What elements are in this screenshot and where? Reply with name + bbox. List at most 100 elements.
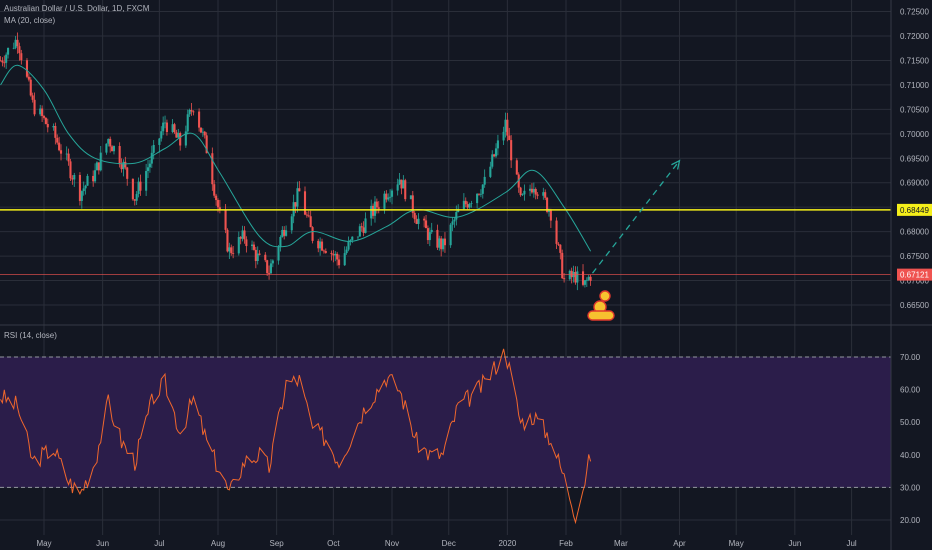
candle [585,277,588,287]
candle-body [203,131,206,136]
candle [491,150,494,169]
candle [508,127,511,141]
candle [0,56,2,62]
time-tick-label: Jun [96,539,109,548]
candle-body [494,148,498,157]
candle-body [424,220,428,229]
candle [56,134,59,145]
candle-body [309,216,312,228]
candle-body [52,126,55,128]
price-level-tags: 0.68449 0.67121 [897,203,932,281]
candle [179,131,182,151]
candle-body [466,204,469,208]
candle [413,210,416,223]
candle [54,122,57,145]
candle [481,184,484,199]
candle [375,198,378,214]
candle-body [370,205,373,219]
time-axis[interactable]: May Jun Jul Aug Sep Oct Nov Dec 2020 Feb Mar Apr May… [36,539,856,548]
candle [163,115,167,129]
rsi-axis[interactable]: 70.00 60.00 50.00 40.00 30.00 20.00 [900,353,921,525]
candle [581,264,585,287]
candle [201,128,204,137]
candle-body [468,203,471,208]
candle [80,190,83,209]
candle-body [358,226,361,237]
candle-body [296,188,299,207]
candle-body [559,244,562,253]
candle-body [58,142,61,151]
candle [370,199,373,226]
candle [396,178,399,196]
candle-body [80,191,83,201]
time-tick-label: Oct [327,539,340,548]
candle [587,274,590,282]
candle [69,158,72,182]
candle-body [237,237,240,254]
candle [271,259,274,268]
candle-body [576,271,579,283]
time-tick-label: May [729,539,744,548]
candle [546,196,549,214]
candle-body [199,127,203,133]
candle [430,222,433,234]
candle [228,242,231,259]
candle [506,112,509,142]
event-markers[interactable] [587,290,615,321]
candle-body [464,200,467,205]
candle-body [334,253,337,256]
candle-body [453,219,456,222]
candle-body [160,131,163,139]
candle [568,269,571,281]
candle [317,238,320,253]
candle-body [271,260,274,264]
price-tick-label: 0.68000 [900,228,929,237]
candle-body [570,270,573,278]
time-tick-label: Apr [673,539,686,548]
candle [95,161,99,171]
current-price-tag-bg [897,268,932,281]
candle-body [213,184,216,196]
event-marker-icon[interactable] [599,290,611,302]
resistance-tag-bg [897,203,932,216]
candle-body [131,178,134,200]
candle-body [557,243,560,245]
candle [464,197,467,208]
candle [296,181,299,213]
candle-body [232,253,235,254]
candle-body [373,201,377,216]
event-marker-icon[interactable] [587,310,615,321]
candle-body [95,162,99,171]
candle-body [29,79,32,96]
candle [213,180,216,198]
candle [337,254,341,269]
candle-body [303,191,307,215]
candle-body [345,249,348,254]
rsi-tick-label: 50.00 [900,418,921,427]
candle-body [71,178,74,180]
time-tick-label: 2020 [498,539,516,548]
candle [457,204,460,213]
candle [515,158,518,175]
candle-body [372,205,375,216]
candle-body [426,228,429,241]
candle [462,193,465,210]
candle-body [269,263,273,274]
candle [417,213,420,230]
current-price-tag: 0.67121 [897,268,932,281]
price-axis[interactable]: 0.72500 0.72000 0.71500 0.71000 0.70500 0.700… [900,8,929,310]
candle [477,193,481,196]
candle [199,127,203,134]
time-tick-label: Jul [154,539,164,548]
candle-body [245,239,248,247]
candle-body [97,162,100,171]
candle-body [532,188,535,193]
candle-body [563,278,566,280]
candle-body [319,241,322,249]
candle [14,36,17,50]
candle [152,140,155,160]
candle-body [7,47,10,55]
candle [424,214,428,229]
candle [494,143,498,158]
